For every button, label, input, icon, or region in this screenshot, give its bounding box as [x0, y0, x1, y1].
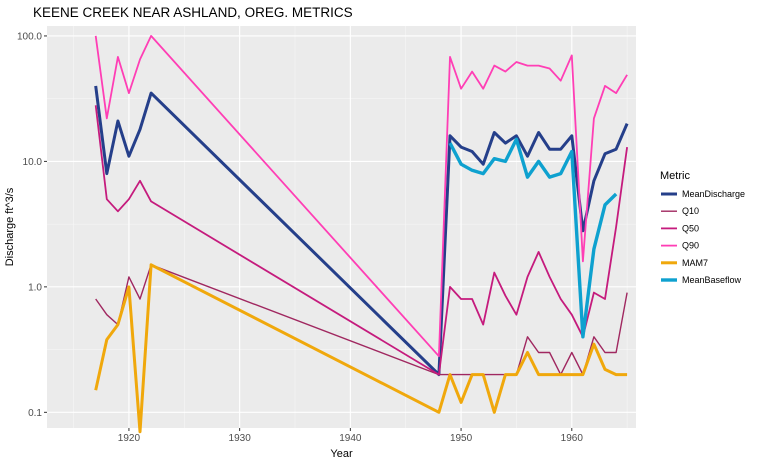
y-axis-title: Discharge ft^3/s — [4, 187, 16, 266]
legend-label-q90: Q90 — [682, 241, 699, 251]
y-axis-ticks: 0.1 1.0 10.0 100.0 — [17, 31, 47, 419]
series-lines — [94, 35, 629, 434]
legend-title: Metric — [660, 170, 690, 182]
legend-label-meanbaseflow: MeanBaseflow — [682, 275, 742, 285]
series-line-q90 — [94, 35, 628, 358]
x-axis-ticks: 1920 1930 1940 1950 1960 — [118, 428, 584, 444]
y-tick-label: 10.0 — [23, 157, 43, 168]
minor-gridlines — [47, 26, 636, 428]
series-line-meandischarge — [94, 85, 629, 377]
x-tick-label: 1950 — [450, 433, 473, 444]
x-axis-title: Year — [330, 448, 353, 460]
y-tick-label: 1.0 — [28, 282, 42, 293]
series-line-mam7 — [94, 263, 628, 434]
x-tick-label: 1930 — [229, 433, 252, 444]
x-tick-label: 1940 — [339, 433, 362, 444]
x-tick-label: 1960 — [561, 433, 584, 444]
chart-title: KEENE CREEK NEAR ASHLAND, OREG. METRICS — [33, 5, 353, 20]
legend-label-q10: Q10 — [682, 206, 699, 216]
y-tick-label: 100.0 — [17, 31, 42, 42]
series-line-meanbaseflow — [448, 137, 618, 339]
legend-label-mam7: MAM7 — [682, 258, 708, 268]
legend-label-meandischarge: MeanDischarge — [682, 189, 745, 199]
legend-label-q50: Q50 — [682, 223, 699, 233]
y-tick-label: 0.1 — [28, 408, 42, 419]
legend: Metric MeanDischarge Q10 Q50 Q90 MAM7 MeanBas… — [660, 170, 745, 285]
x-tick-label: 1920 — [118, 433, 141, 444]
major-gridlines — [47, 26, 636, 428]
